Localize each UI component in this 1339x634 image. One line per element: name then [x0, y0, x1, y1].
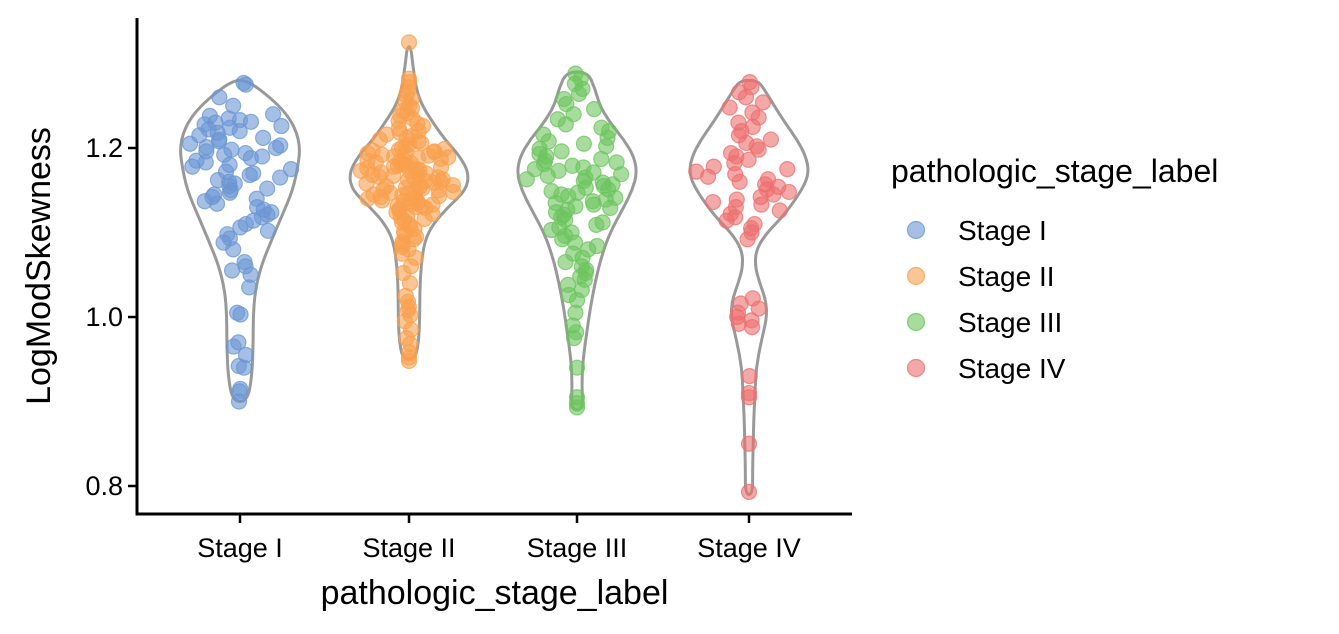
data-point: [272, 169, 289, 186]
data-point: [267, 139, 285, 157]
data-point: [265, 106, 282, 123]
data-point: [184, 158, 201, 175]
data-point: [553, 143, 570, 160]
data-point: [575, 135, 593, 152]
data-point: [771, 202, 788, 219]
points-layer: [181, 34, 797, 501]
data-point: [259, 180, 276, 197]
data-point: [568, 359, 586, 376]
data-point: [255, 129, 272, 146]
data-point: [730, 315, 747, 332]
legend-key: [906, 312, 926, 332]
data-point: [416, 210, 433, 228]
data-point: [699, 168, 717, 185]
data-point: [750, 141, 767, 158]
x-tick-label: Stage I: [197, 533, 283, 563]
data-point: [780, 183, 797, 201]
legend-label: Stage II: [958, 261, 1055, 292]
data-point: [211, 89, 228, 106]
data-point: [242, 150, 259, 167]
y-axis-title: LogModSkewness: [20, 127, 58, 405]
data-point: [232, 219, 249, 236]
data-point: [718, 212, 735, 229]
axes: 0.81.01.2 Stage I Stage II Stage III Stage …: [85, 18, 852, 563]
data-point: [445, 183, 462, 201]
data-point: [259, 222, 277, 239]
data-point: [241, 166, 258, 184]
data-point: [400, 352, 418, 370]
data-point: [704, 193, 722, 211]
data-point: [741, 368, 758, 385]
y-tick-label: 0.8: [85, 471, 123, 501]
data-point: [197, 154, 214, 171]
data-point: [585, 101, 603, 118]
data-point: [557, 253, 574, 271]
data-point: [208, 195, 226, 212]
data-point: [721, 99, 738, 116]
data-point: [570, 85, 588, 103]
data-point: [242, 113, 260, 130]
data-point: [225, 241, 242, 258]
legend-label: Stage III: [958, 307, 1062, 338]
data-point: [282, 161, 300, 178]
legend-label: Stage I: [958, 215, 1047, 246]
data-point: [754, 94, 772, 111]
data-point: [565, 330, 583, 347]
data-point: [739, 231, 756, 248]
data-point: [740, 151, 757, 168]
data-point: [543, 221, 560, 239]
data-point: [602, 199, 619, 217]
data-point: [237, 76, 254, 93]
data-point: [740, 483, 758, 501]
data-point: [359, 190, 376, 207]
data-point: [557, 116, 574, 133]
data-point: [221, 184, 238, 201]
data-point: [273, 117, 290, 135]
data-point: [753, 196, 770, 213]
x-axis-title: pathologic_stage_label: [321, 574, 669, 612]
y-ticks: 0.8 1.0 1.2: [85, 133, 137, 501]
data-point: [737, 89, 755, 106]
legend-key: [906, 220, 926, 240]
x-tick-label: Stage III: [527, 533, 628, 563]
legend-title: pathologic_stage_label: [891, 153, 1218, 189]
legend-label: Stage IV: [958, 353, 1066, 384]
data-point: [588, 216, 605, 233]
x-tick-label: Stage IV: [697, 533, 801, 563]
data-point: [762, 131, 780, 148]
data-point: [740, 435, 758, 452]
x-ticks: Stage I Stage II Stage III Stage IV: [197, 514, 801, 563]
legend-items: Stage I Stage II Stage III Stage IV: [906, 215, 1066, 384]
data-point: [223, 262, 241, 279]
data-point: [400, 34, 418, 51]
data-point: [568, 399, 586, 416]
data-point: [731, 173, 748, 190]
data-point: [231, 123, 248, 140]
legend-key: [906, 358, 926, 378]
data-point: [232, 306, 249, 323]
data-point: [779, 161, 796, 178]
y-tick-label: 1.2: [85, 133, 123, 163]
data-point: [373, 192, 391, 209]
data-point: [539, 167, 556, 184]
data-point: [225, 338, 242, 355]
data-point: [743, 319, 761, 336]
data-point: [593, 150, 610, 168]
data-point: [181, 135, 199, 152]
x-tick-label: Stage II: [362, 533, 455, 563]
data-point: [393, 245, 411, 262]
data-point: [585, 196, 602, 213]
data-point: [235, 359, 253, 376]
data-point: [750, 300, 767, 317]
legend-key: [906, 266, 926, 286]
data-point: [230, 393, 248, 410]
data-point: [241, 279, 258, 296]
y-tick-label: 1.0: [85, 302, 123, 332]
data-point: [740, 389, 758, 406]
data-point: [518, 171, 535, 188]
